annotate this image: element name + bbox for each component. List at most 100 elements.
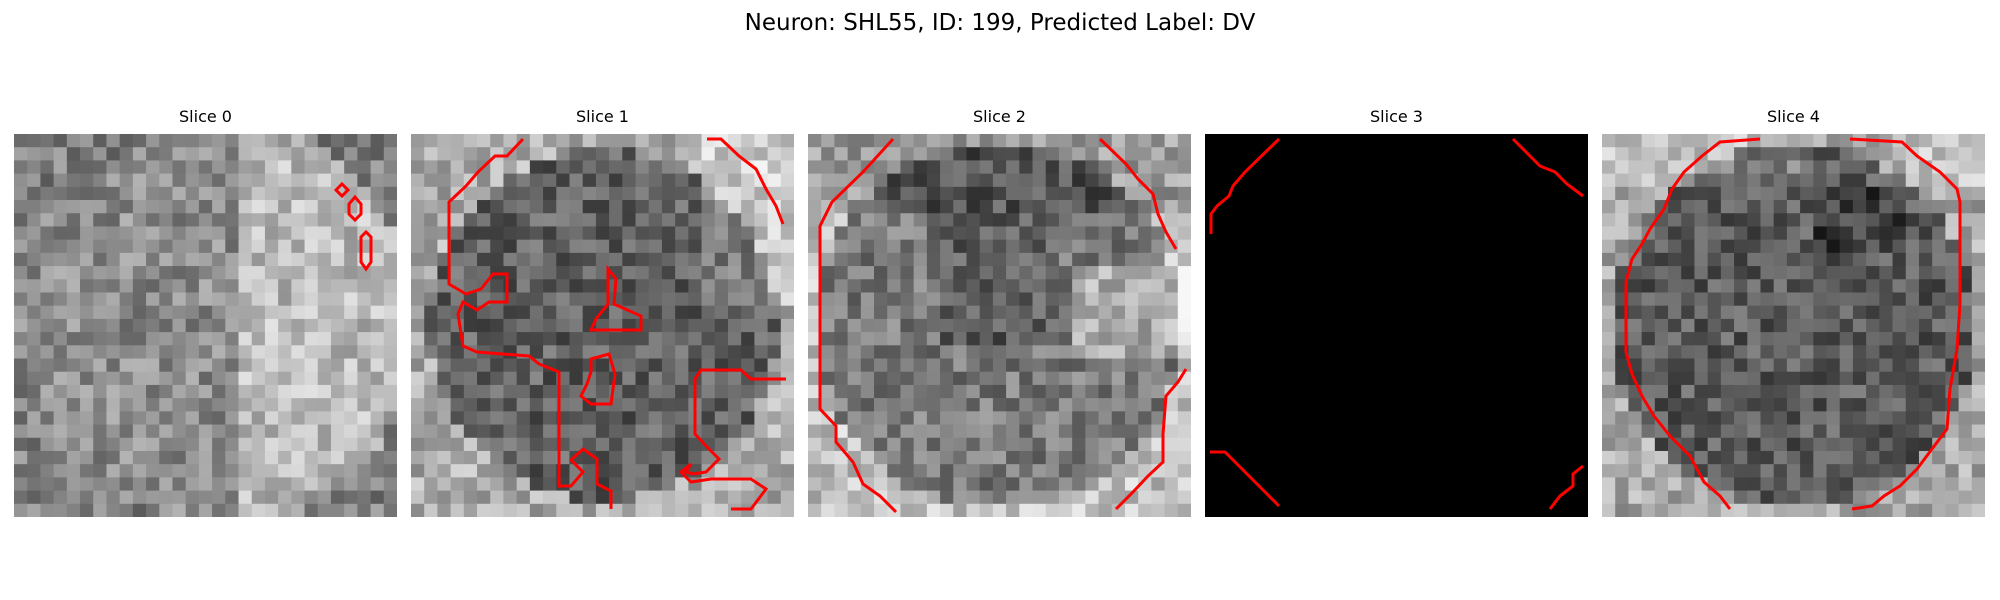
image-pixel [701,226,716,241]
image-pixel [834,477,849,492]
image-pixel [304,200,319,214]
image-pixel [1852,200,1867,214]
image-pixel [1085,226,1100,241]
image-pixel [146,226,160,241]
image-pixel [1892,239,1907,254]
image-pixel [212,358,226,373]
image-pixel [701,252,716,267]
image-pixel [1694,160,1709,175]
image-pixel [1826,490,1841,505]
image-pixel [106,318,121,333]
image-pixel [477,147,491,162]
image-pixel [1072,200,1086,214]
image-pixel [966,226,981,241]
image-pixel [357,345,372,360]
image-pixel [1958,318,1973,333]
image-pixel [529,384,544,399]
image-pixel [159,147,174,162]
image-pixel [1032,305,1047,320]
image-pixel [529,332,544,346]
image-pixel [767,226,782,241]
image-pixel [1852,160,1867,175]
image-pixel [264,450,279,465]
image-pixel [808,173,822,188]
image-pixel [357,279,372,294]
image-pixel [463,332,478,346]
image-pixel [106,173,121,188]
image-pixel [1032,239,1047,254]
image-pixel [27,398,42,412]
image-pixel [860,239,875,254]
image-pixel [953,226,968,241]
image-pixel [1852,318,1867,333]
image-pixel [80,477,94,492]
image-pixel [278,371,292,386]
image-pixel [1085,411,1100,426]
image-pixel [490,477,505,492]
image-pixel [66,213,81,228]
image-pixel [887,411,902,426]
image-pixel [622,200,637,214]
image-pixel [1813,437,1828,452]
image-pixel [1958,490,1973,505]
image-pixel [1958,279,1973,294]
image-pixel [966,384,981,399]
image-pixel [1813,358,1828,373]
image-pixel [251,371,266,386]
image-pixel [450,345,465,360]
image-pixel [225,411,240,426]
image-pixel [675,358,689,373]
image-pixel [900,345,915,360]
image-pixel [966,252,981,267]
image-pixel [609,490,623,505]
image-pixel [1668,318,1682,333]
image-pixel [516,371,531,386]
image-pixel [1641,147,1656,162]
image-pixel [860,490,875,505]
image-pixel [635,332,650,346]
image-pixel [490,226,505,241]
image-pixel [1151,173,1166,188]
image-pixel [1800,173,1814,188]
image-pixel [159,134,174,148]
image-pixel [1866,200,1880,214]
image-pixel [1918,490,1933,505]
image-pixel [1111,239,1126,254]
image-pixel [437,450,452,465]
image-pixel [490,239,505,254]
image-pixel [992,318,1007,333]
image-pixel [1177,345,1191,360]
image-pixel [185,411,200,426]
image-pixel [437,186,452,201]
image-pixel [569,424,584,439]
image-pixel [1602,450,1616,465]
image-pixel [1641,186,1656,201]
image-pixel [1707,371,1722,386]
image-pixel [1602,134,1616,148]
image-pixel [14,173,28,188]
image-pixel [119,226,134,241]
image-pixel [516,252,531,267]
image-pixel [1786,186,1801,201]
image-pixel [490,252,505,267]
image-pixel [834,332,849,346]
image-pixel [424,173,439,188]
image-pixel [1006,424,1020,439]
image-pixel [940,384,954,399]
image-pixel [1111,464,1126,478]
image-pixel [556,318,571,333]
image-pixel [860,437,875,452]
image-pixel [1019,226,1034,241]
image-pixel [238,464,253,478]
image-pixel [172,371,187,386]
image-pixel [411,503,425,517]
image-pixel [940,252,954,267]
image-pixel [357,450,372,465]
image-pixel [741,464,755,478]
image-pixel [503,213,518,228]
image-pixel [185,305,200,320]
image-pixel [317,305,332,320]
image-pixel [477,226,491,241]
image-pixel [1058,477,1073,492]
image-pixel [741,239,755,254]
